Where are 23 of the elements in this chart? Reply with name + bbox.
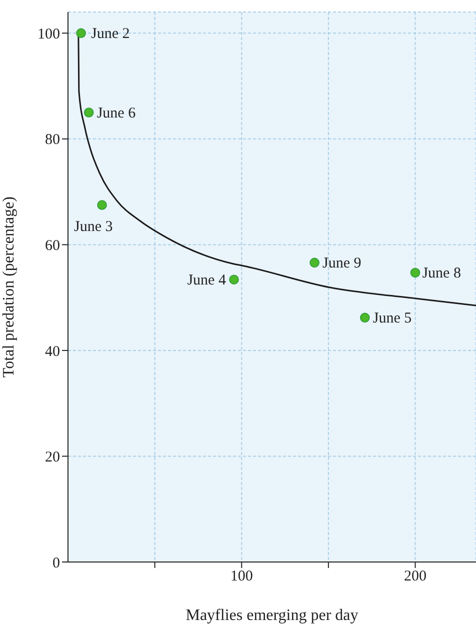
data-label: June 3 xyxy=(74,219,113,236)
data-label: June 8 xyxy=(422,266,461,282)
data-label: June 4 xyxy=(187,272,226,289)
point xyxy=(229,274,239,284)
y-tick-label: 0 xyxy=(52,555,60,572)
y-tick-label: 40 xyxy=(45,344,60,360)
point xyxy=(76,28,86,38)
data-label: June 5 xyxy=(372,310,412,327)
y-axis-title: Total predation (percentage) xyxy=(0,196,18,378)
point xyxy=(410,268,420,278)
x-tick-label: 200 xyxy=(404,568,426,585)
y-tick-label: 100 xyxy=(38,26,60,42)
point xyxy=(360,312,370,323)
y-tick-label: 80 xyxy=(45,132,60,148)
data-label: June 2 xyxy=(91,26,130,42)
data-label: June 6 xyxy=(96,105,136,122)
point xyxy=(84,108,94,118)
y-tick-label: 60 xyxy=(45,238,60,254)
y-tick-label: 20 xyxy=(45,450,60,466)
point xyxy=(310,258,320,268)
x-axis-title: Mayflies emerging per day xyxy=(186,607,358,624)
point xyxy=(97,200,107,210)
data-label: June 9 xyxy=(322,256,362,272)
